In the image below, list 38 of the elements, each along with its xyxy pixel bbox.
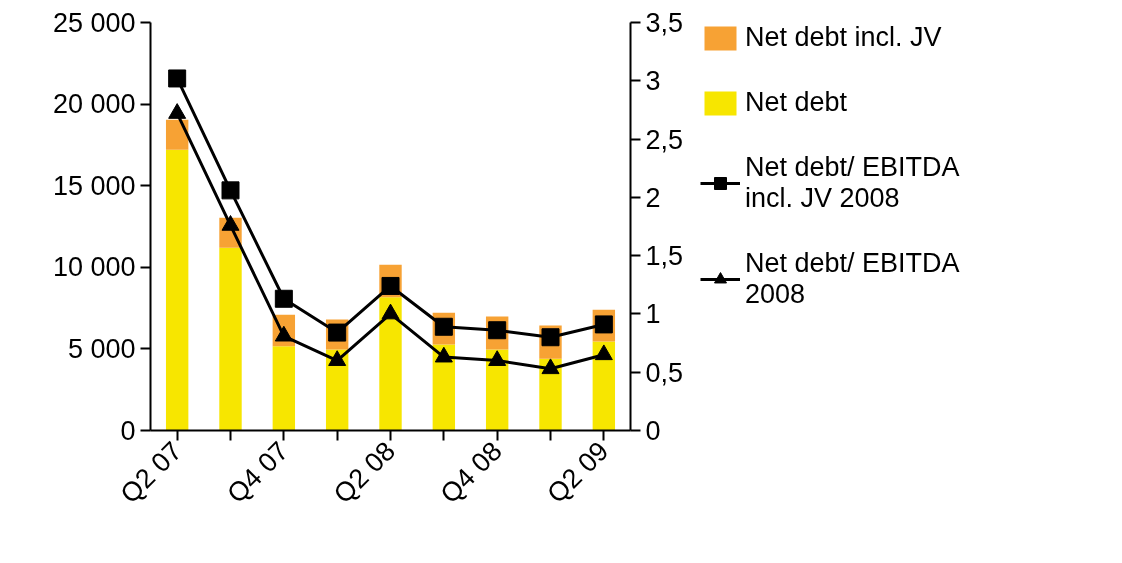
legend-label: Net debt [745,87,848,118]
point [594,344,613,361]
point [328,350,347,366]
x-tick-label: Q4 08 [434,435,508,510]
y-tick-label: 20 000 [52,89,136,120]
x-tick-label: Q2 09 [541,435,615,510]
y-tick-label: 10 000 [52,252,136,283]
legend-label: Net debt/ EBITDA 2008 [745,248,960,310]
bar [485,349,509,431]
bar [165,149,189,431]
point [434,346,453,363]
bar [165,119,189,150]
y-tick-label: 15 000 [52,170,136,201]
y2-tick-label: 1,5 [645,241,684,272]
point [221,181,240,200]
bar [379,297,402,431]
y2-tick-label: 2,5 [645,124,684,155]
y2-tick-label: 0 [645,416,661,446]
y2-tick-label: 1 [645,299,661,330]
x-tick-label: Q4 07 [221,435,295,510]
point [488,350,507,366]
legend-label: Net debt incl. JV [745,22,942,53]
bar [272,346,296,431]
point [541,358,560,375]
y2-tick-label: 3,5 [645,8,684,38]
bar [219,247,242,431]
y-tick-label: 0 [120,415,136,446]
bar [592,341,616,431]
x-tick-label: Q2 08 [327,435,402,510]
y2-tick-label: 0,5 [645,357,684,388]
legend-label: Net debt/ EBITDA incl. JV 2008 [745,152,960,214]
y-tick-label: 5 000 [67,333,136,364]
point [274,289,293,308]
y2-tick-label: 3 [645,66,661,97]
y2-tick-label: 2 [645,182,661,213]
y-tick-label: 25 000 [52,7,136,38]
point [168,69,187,88]
point [381,303,400,320]
